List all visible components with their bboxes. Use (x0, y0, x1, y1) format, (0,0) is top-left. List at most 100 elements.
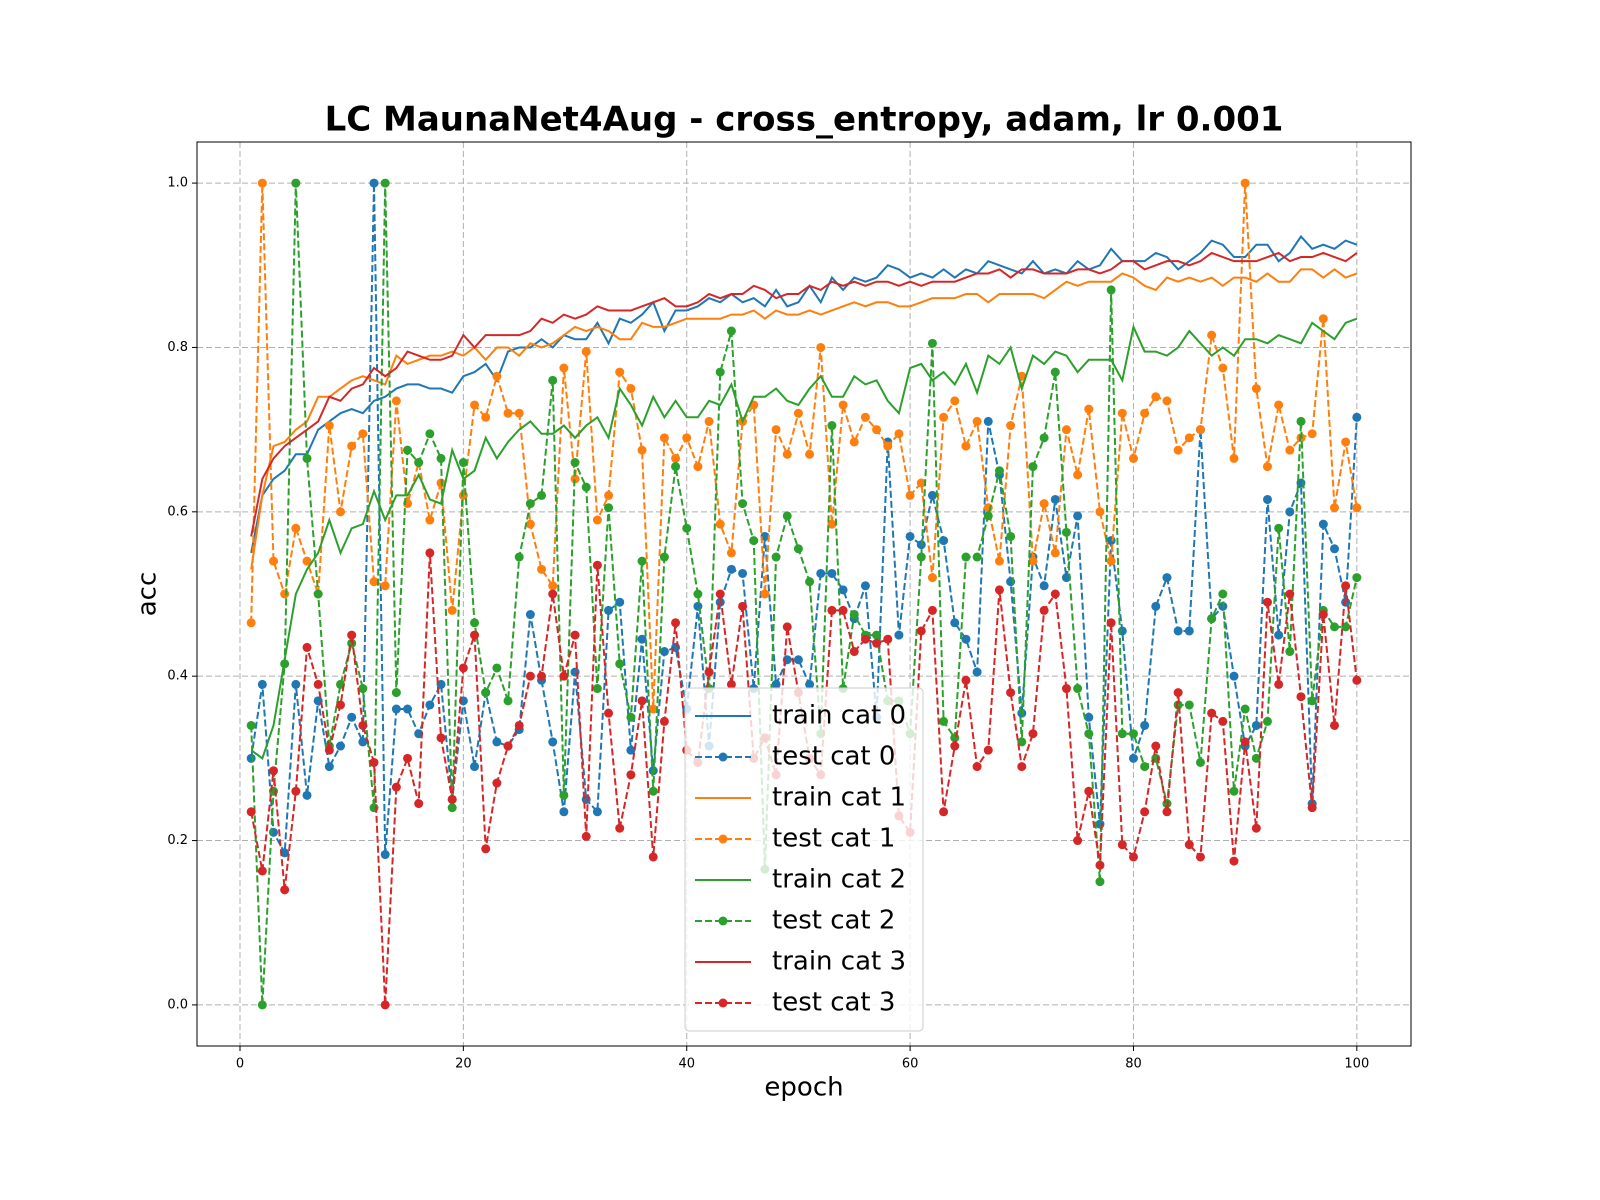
data-point (682, 433, 692, 443)
series-line (250, 268, 1358, 570)
data-point (838, 585, 848, 595)
x-tick-label: 80 (1125, 1057, 1142, 1072)
data-point (838, 400, 848, 410)
data-point (1061, 425, 1071, 435)
data-point (257, 866, 267, 876)
data-point (336, 741, 346, 751)
data-point (592, 515, 602, 525)
data-point (503, 696, 513, 706)
data-point (782, 511, 792, 521)
data-point (391, 704, 401, 714)
data-point (726, 326, 736, 336)
data-point (1117, 408, 1127, 418)
data-point (1039, 581, 1049, 591)
data-point (1251, 823, 1261, 833)
data-point (246, 753, 256, 763)
data-point (291, 786, 301, 796)
data-point (693, 589, 703, 599)
data-point (1207, 708, 1217, 718)
data-point (883, 441, 893, 451)
data-point (994, 466, 1004, 476)
data-point (1329, 720, 1339, 730)
data-point (961, 552, 971, 562)
data-point (983, 745, 993, 755)
data-point (659, 716, 669, 726)
data-point (615, 823, 625, 833)
data-point (1262, 494, 1272, 504)
data-point (324, 762, 334, 772)
data-point (347, 630, 357, 640)
data-point (358, 429, 368, 439)
data-point (1274, 679, 1284, 689)
data-point (1184, 433, 1194, 443)
data-point (1173, 445, 1183, 455)
data-point (492, 371, 502, 381)
data-point (447, 803, 457, 813)
data-point (1073, 836, 1083, 846)
data-point (391, 396, 401, 406)
data-point (693, 601, 703, 611)
data-point (905, 490, 915, 500)
data-point (1061, 527, 1071, 537)
y-tick-label: 0.4 (167, 669, 188, 684)
data-point (470, 400, 480, 410)
data-point (380, 850, 390, 860)
data-point (827, 421, 837, 431)
plot-frame (196, 141, 1412, 1047)
data-point (1218, 589, 1228, 599)
data-point (1352, 503, 1362, 513)
data-point (1240, 704, 1250, 714)
data-point (894, 429, 904, 439)
data-point (1307, 696, 1317, 706)
data-point (1050, 589, 1060, 599)
data-point (1307, 803, 1317, 813)
data-point (492, 663, 502, 673)
data-point (961, 441, 971, 451)
data-point (1106, 618, 1116, 628)
data-point (1162, 573, 1172, 583)
data-point (246, 807, 256, 817)
data-point (805, 449, 815, 459)
data-point (525, 610, 535, 620)
data-point (470, 762, 480, 772)
data-point (470, 618, 480, 628)
data-point (280, 885, 290, 895)
data-point (425, 548, 435, 558)
data-point (291, 178, 301, 188)
data-point (302, 642, 312, 652)
data-point (715, 519, 725, 529)
data-point (994, 556, 1004, 566)
data-point (458, 663, 468, 673)
data-point (280, 659, 290, 669)
data-point (1073, 511, 1083, 521)
data-point (816, 568, 826, 578)
data-point (1061, 684, 1071, 694)
data-point (1039, 499, 1049, 509)
data-point (269, 766, 279, 776)
data-point (648, 852, 658, 862)
data-point (1151, 601, 1161, 611)
legend: train cat 0 test cat 0 train cat 1 test cat… (684, 687, 924, 1032)
data-point (1039, 433, 1049, 443)
series-line (250, 552, 1358, 1005)
data-point (1341, 437, 1351, 447)
data-point (738, 568, 748, 578)
data-point (950, 396, 960, 406)
data-point (1095, 860, 1105, 870)
data-point (671, 618, 681, 628)
data-point (1274, 400, 1284, 410)
data-point (805, 577, 815, 587)
data-point (637, 634, 647, 644)
data-point (782, 449, 792, 459)
data-point (1140, 762, 1150, 772)
data-point (994, 585, 1004, 595)
data-point (659, 647, 669, 657)
data-point (1106, 556, 1116, 566)
data-point (1117, 840, 1127, 850)
data-point (894, 630, 904, 640)
data-point (1251, 720, 1261, 730)
data-point (827, 568, 837, 578)
data-point (961, 675, 971, 685)
data-point (860, 581, 870, 591)
data-point (570, 630, 580, 640)
